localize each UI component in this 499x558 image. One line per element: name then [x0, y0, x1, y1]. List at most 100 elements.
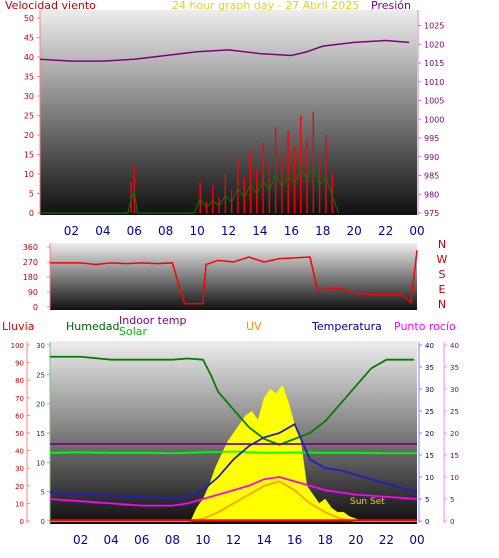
rain-tick-label: 80 [15, 377, 24, 385]
x-tick-label: 00 [409, 533, 424, 547]
x-tick-label: 02 [73, 533, 88, 547]
dewpoint-tick-label: 40 [450, 342, 459, 350]
wind-average-line [40, 166, 339, 214]
x-tick-label: 04 [95, 224, 110, 238]
temperature-y-axes: 0 10 20 30 40 50 60 70 80 90 100 0 5 10 15 20 25 30 0 0 5 5 10… [11, 342, 459, 526]
indoor-temp-label: Indoor temp [119, 314, 186, 327]
x-tick-label: 08 [158, 224, 173, 238]
rain-label: Lluvia [2, 320, 34, 333]
pressure-tick-label: 1020 [424, 40, 444, 49]
x-tick-label: 20 [348, 533, 363, 547]
wind-tick-label: 25 [24, 112, 34, 121]
pressure-tick-label: 975 [424, 209, 439, 218]
x-tick-label: 12 [221, 224, 236, 238]
x-tick-label: 00 [409, 224, 424, 238]
wind-tick-label: 10 [24, 170, 34, 179]
direction-tick-label: 90 [28, 288, 38, 297]
humidity-tick-label: 5 [41, 489, 45, 497]
x-tick-label: 04 [104, 533, 119, 547]
x-tick-label: 14 [252, 224, 267, 238]
x-tick-label: 14 [256, 533, 271, 547]
rain-tick-label: 60 [15, 412, 24, 420]
wind-tick-label: 45 [24, 34, 34, 43]
dewpoint-tick-label: 5 [450, 496, 454, 504]
dewpoint-tick-label: 30 [450, 386, 459, 394]
wind-tick-label: 20 [24, 131, 34, 140]
humidity-label: Humedad [66, 320, 119, 333]
rain-tick-label: 30 [15, 465, 24, 473]
humidity-tick-label: 20 [36, 401, 45, 409]
wind-tick-label: 30 [24, 92, 34, 101]
pressure-axis-label: Presión [371, 0, 411, 12]
dewpoint-tick-label: 25 [450, 408, 459, 416]
rain-tick-label: 90 [15, 360, 24, 368]
temperature-tick-label: 20 [425, 430, 434, 438]
compass-label: E [439, 283, 446, 296]
pressure-tick-label: 1005 [424, 97, 444, 106]
pressure-tick-label: 1000 [424, 115, 444, 124]
rain-tick-label: 50 [15, 430, 24, 438]
wind-tick-label: 40 [24, 53, 34, 62]
compass-label: W [437, 253, 448, 266]
x-tick-label: 10 [195, 533, 210, 547]
rain-tick-label: 100 [11, 342, 24, 350]
direction-tick-label: 360 [23, 243, 38, 252]
wind-tick-label: 5 [29, 190, 34, 199]
pressure-tick-label: 980 [424, 190, 439, 199]
sunset-label: Sun Set [350, 497, 385, 507]
uv-label: UV [246, 320, 262, 333]
x-tick-label: 12 [226, 533, 241, 547]
dewpoint-tick-label: 10 [450, 474, 459, 482]
humidity-tick-label: 30 [36, 342, 45, 350]
x-tick-label: 20 [347, 224, 362, 238]
x-tick-label: 16 [287, 533, 302, 547]
humidity-tick-label: 10 [36, 459, 45, 467]
series-line [49, 450, 417, 455]
humidity-tick-label: 15 [36, 430, 45, 438]
temperature-lines [49, 355, 418, 522]
series-line [49, 476, 418, 507]
wind-speed-axis-label: Velocidad viento [5, 0, 96, 12]
pressure-y-axis: 975 980 985 990 995 1000 1005 1010 1015 1020 1025 [417, 10, 444, 218]
wind-tick-label: 15 [24, 151, 34, 160]
temperature-tick-label: 25 [425, 408, 434, 416]
solar-area [50, 384, 417, 522]
temperature-tick-label: 40 [425, 342, 434, 350]
compass-label: N [438, 298, 446, 311]
temperature-x-axis: 02 04 06 08 10 12 14 16 18 20 22 00 [73, 533, 425, 547]
wind-y-axis: 0 5 10 15 20 25 30 35 40 45 50 [24, 10, 41, 218]
wind-tick-label: 50 [24, 14, 34, 23]
pressure-tick-label: 1015 [424, 59, 444, 68]
rain-tick-label: 20 [15, 483, 24, 491]
rain-tick-label: 0 [20, 518, 24, 526]
direction-tick-label: 0 [33, 303, 38, 312]
pressure-tick-label: 1025 [424, 22, 444, 31]
compass-label: N [438, 238, 446, 251]
x-tick-label: 18 [315, 224, 330, 238]
temperature-tick-label: 10 [425, 474, 434, 482]
x-tick-label: 10 [189, 224, 204, 238]
temperature-label: Temperatura [311, 320, 382, 333]
dewpoint-tick-label: 35 [450, 364, 459, 372]
x-tick-label: 22 [379, 533, 394, 547]
solar-label: Solar [119, 325, 148, 338]
wind-pressure-lines [39, 39, 410, 214]
pressure-tick-label: 1010 [424, 78, 444, 87]
temperature-tick-label: 5 [425, 496, 429, 504]
temperature-tick-label: 15 [425, 452, 434, 460]
rain-tick-label: 40 [15, 448, 24, 456]
x-tick-label: 22 [378, 224, 393, 238]
wind-x-axis: 02 04 06 08 10 12 14 16 18 20 22 00 [64, 224, 425, 238]
temperature-tick-label: 35 [425, 364, 434, 372]
direction-tick-label: 270 [23, 258, 38, 267]
direction-line [50, 250, 418, 305]
solar-fill [50, 384, 417, 522]
temperature-tick-label: 30 [425, 386, 434, 394]
dewpoint-label: Punto rocío [394, 320, 456, 333]
wind-tick-label: 35 [24, 73, 34, 82]
x-tick-label: 06 [134, 533, 149, 547]
humidity-tick-label: 0 [41, 518, 45, 526]
wind-pressure-plot-area [40, 10, 417, 215]
